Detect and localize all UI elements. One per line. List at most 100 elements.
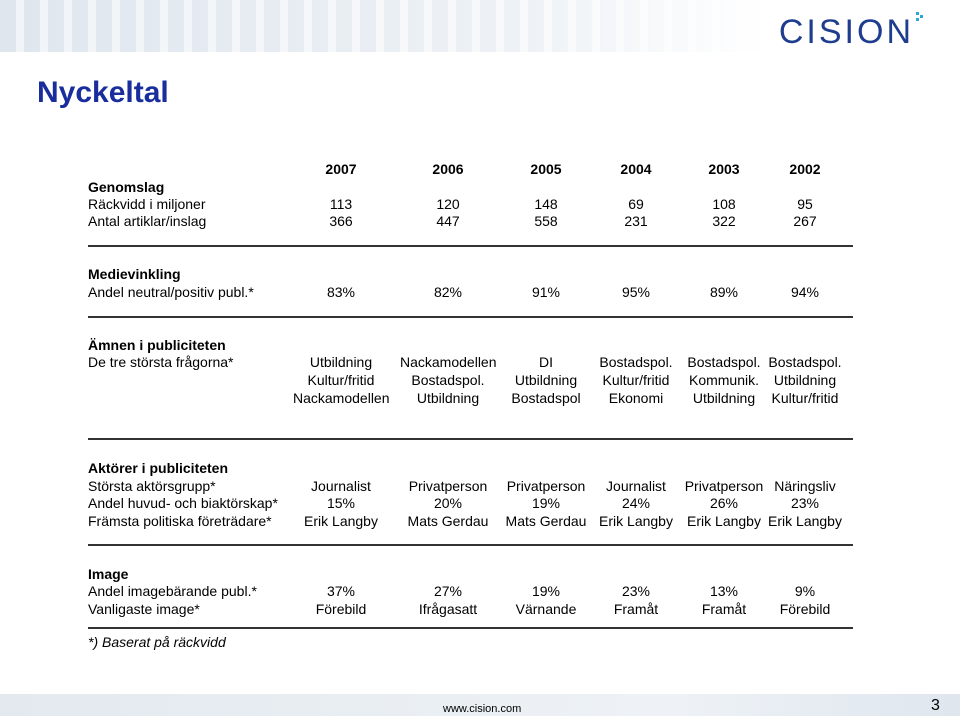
row-label: Andel huvud- och biaktörskap* — [88, 495, 278, 511]
table-cell: Journalist — [311, 478, 371, 494]
table-cell: DI — [539, 354, 553, 370]
year-header: 2002 — [789, 161, 821, 177]
table-cell: 82% — [433, 284, 463, 300]
year-header: 2005 — [530, 161, 562, 177]
section-divider — [88, 245, 853, 247]
section-divider — [88, 627, 853, 629]
cision-logo: CISION — [779, 12, 930, 52]
section-heading-amnen: Ämnen i publiciteten — [88, 336, 858, 354]
row-label: Vanligaste image* — [88, 601, 200, 617]
table-cell: Erik Langby — [768, 513, 842, 529]
header-pattern — [0, 0, 960, 52]
section-heading: Image — [88, 566, 129, 582]
table-cell: 148 — [534, 196, 558, 212]
table-cell: 26% — [709, 495, 739, 511]
table-row: Antal artiklar/inslag 366 447 558 231 32… — [88, 212, 858, 230]
table-cell: 37% — [326, 583, 356, 599]
row-label: Räckvidd i miljoner — [88, 196, 206, 212]
table-row: Andel imagebärande publ.* 37% 27% 19% 23… — [88, 582, 858, 600]
table-cell: Erik Langby — [687, 513, 761, 529]
table-row: Andel neutral/positiv publ.* 83% 82% 91%… — [88, 283, 858, 301]
table-cell: 108 — [712, 196, 736, 212]
table-cell: 95 — [797, 196, 813, 212]
year-header-row: 2007 2006 2005 2004 2003 2002 — [88, 160, 858, 178]
table-cell: Kultur/fritid — [771, 390, 839, 406]
table-cell: Bostadspol. — [411, 372, 485, 388]
row-label: Största aktörsgrupp* — [88, 478, 216, 494]
table-cell: Privatperson — [506, 478, 586, 494]
table-cell: 15% — [326, 495, 356, 511]
table-cell: Kultur/fritid — [602, 372, 670, 388]
table-cell: Utbildning — [309, 354, 373, 370]
table-cell: 366 — [329, 213, 353, 229]
table-cell: Förebild — [779, 601, 831, 617]
table-cell: 267 — [793, 213, 817, 229]
table-row: De tre största frågorna* Utbildning Nack… — [88, 353, 858, 371]
section-heading-genomslag: Genomslag — [88, 178, 858, 196]
section-heading: Ämnen i publiciteten — [88, 337, 226, 353]
table-cell: 83% — [326, 284, 356, 300]
table-cell: 231 — [624, 213, 648, 229]
table-cell: 558 — [534, 213, 558, 229]
table-cell: 27% — [433, 583, 463, 599]
table-cell: 20% — [433, 495, 463, 511]
table-cell: Förebild — [315, 601, 367, 617]
table-cell: Ifrågasatt — [418, 601, 478, 617]
table-cell: 120 — [436, 196, 460, 212]
table-row: Kultur/fritid Bostadspol. Utbildning Kul… — [88, 371, 858, 389]
table-cell: Framåt — [701, 601, 747, 617]
table-cell: Bostadspol. — [599, 354, 673, 370]
table-cell: Mats Gerdau — [407, 513, 489, 529]
table-cell: 23% — [790, 495, 820, 511]
section-divider — [88, 316, 853, 318]
section-heading-aktorer: Aktörer i publiciteten — [88, 459, 858, 477]
table-cell: 24% — [621, 495, 651, 511]
table-row: Största aktörsgrupp* Journalist Privatpe… — [88, 477, 858, 495]
table-cell: Nackamodellen — [293, 390, 390, 406]
table-cell: Värnande — [515, 601, 577, 617]
table-cell: Näringsliv — [774, 478, 836, 494]
table-cell: Utbildning — [416, 390, 480, 406]
logo-text: CISION — [778, 13, 914, 51]
table-cell: Kommunik. — [688, 372, 760, 388]
page-number: 3 — [931, 697, 940, 714]
header-bar — [0, 0, 960, 52]
table-cell: 19% — [531, 495, 561, 511]
table-cell: 69 — [628, 196, 644, 212]
year-header: 2006 — [432, 161, 464, 177]
page-title: Nyckeltal — [37, 76, 169, 109]
year-header: 2007 — [325, 161, 357, 177]
table-cell: Bostadspol. — [687, 354, 761, 370]
table-row: Räckvidd i miljoner 113 120 148 69 108 9… — [88, 195, 858, 213]
footer-url[interactable]: www.cision.com — [443, 703, 522, 715]
table-cell: 23% — [621, 583, 651, 599]
table-cell: 322 — [712, 213, 736, 229]
table-cell: Ekonomi — [608, 390, 664, 406]
section-heading: Genomslag — [88, 179, 165, 195]
row-label: De tre största frågorna* — [88, 354, 234, 370]
row-label: Antal artiklar/inslag — [88, 213, 207, 229]
section-heading-image: Image — [88, 565, 858, 583]
table-row: Andel huvud- och biaktörskap* 15% 20% 19… — [88, 494, 858, 512]
logo-arrow-icon — [916, 12, 923, 21]
table-cell: 91% — [531, 284, 561, 300]
row-label: Andel neutral/positiv publ.* — [88, 284, 254, 300]
table-cell: Bostadspol — [511, 390, 581, 406]
table-cell: 89% — [709, 284, 739, 300]
table-cell: Mats Gerdau — [505, 513, 587, 529]
year-header: 2004 — [620, 161, 652, 177]
table-cell: Utbildning — [692, 390, 756, 406]
table-cell: Privatperson — [408, 478, 488, 494]
row-label: Främsta politiska företrädare* — [88, 513, 272, 529]
table-cell: 113 — [329, 196, 353, 212]
table-cell: Utbildning — [773, 372, 837, 388]
table-cell: Nackamodellen — [400, 354, 497, 370]
table-cell: 94% — [790, 284, 820, 300]
section-heading: Aktörer i publiciteten — [88, 460, 229, 476]
section-heading-medievinkling: Medievinkling — [88, 265, 858, 283]
row-label: Andel imagebärande publ.* — [88, 583, 257, 599]
table-row: Vanligaste image* Förebild Ifrågasatt Vä… — [88, 600, 858, 618]
footnote: *) Baserat på räckvidd — [88, 634, 226, 650]
table-cell: Journalist — [606, 478, 666, 494]
table-cell: Privatperson — [684, 478, 764, 494]
